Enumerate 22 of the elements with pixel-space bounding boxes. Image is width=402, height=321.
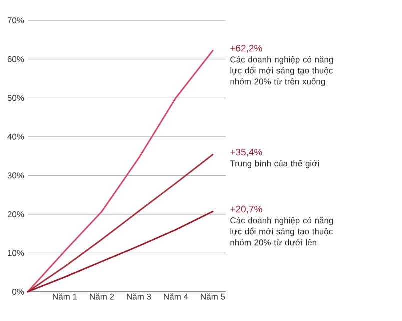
y-tick-label: 50%	[8, 95, 24, 102]
y-tick-label: 0%	[12, 288, 24, 295]
y-tick-label: 30%	[8, 172, 24, 179]
line-series	[27, 154, 214, 293]
y-tick-label: 70%	[8, 18, 24, 24]
x-tick-label: Năm 5	[201, 294, 226, 300]
data-label: +35,4%	[230, 148, 262, 157]
y-tick-label: 10%	[8, 250, 24, 256]
x-tick-label: Năm 3	[127, 294, 152, 300]
x-tick-label: Năm 4	[164, 294, 188, 300]
data-label: +62,2%	[230, 45, 262, 53]
text: Các doanh nghiệp có năng lực đổi mới sáng tạo thuộc nhóm 20% từ trên xuống	[230, 56, 334, 86]
y-tick-label: 60%	[8, 56, 24, 62]
y-tick-label: 20%	[8, 211, 24, 218]
text: Các doanh nghiệp có năng lực đổi mới sáng tạo thuộc nhóm 20% từ dưới lên	[230, 217, 334, 246]
text: Trung bình của thế giới	[230, 160, 319, 168]
x-tick-label: Năm 2	[90, 294, 114, 300]
line-series	[27, 210, 214, 293]
line-series	[27, 50, 214, 293]
data-label: +20,7%	[230, 206, 262, 214]
y-tick-label: 40%	[8, 134, 24, 140]
x-tick-label: Năm 1	[53, 294, 78, 300]
